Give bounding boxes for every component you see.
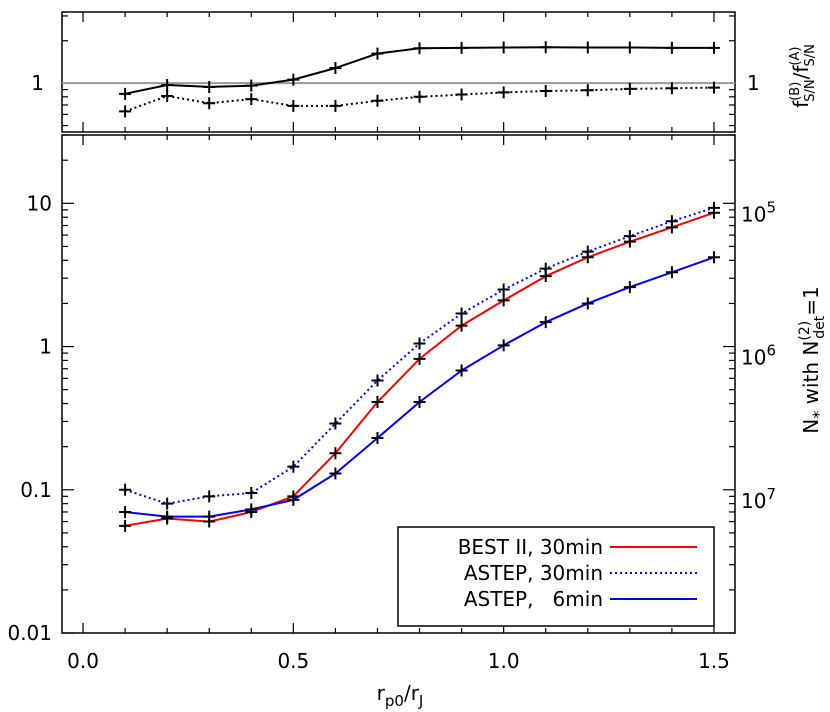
- legend-label-3: ASTEP, 6min: [464, 587, 603, 611]
- main-series-2-point: [665, 215, 678, 228]
- ratio-series-1-point: [287, 73, 300, 86]
- ratio-series-1-point: [581, 41, 594, 54]
- main-series-2-point: [581, 245, 594, 258]
- legend-box: [397, 526, 715, 627]
- ratio-series-1-point: [413, 42, 426, 55]
- main-plot-frame: [61, 134, 736, 634]
- ratio-series-2-point: [371, 94, 384, 107]
- y-tick-label: 10: [27, 191, 52, 215]
- main-series-2-point: [497, 283, 510, 296]
- main-series-1-point: [371, 396, 384, 409]
- main-series-2-point: [203, 490, 216, 503]
- main-series-2-point: [371, 374, 384, 387]
- main-series-3-point: [161, 510, 174, 523]
- ratio-series-2-point: [161, 90, 174, 103]
- x-axis-label: rp0/rJ: [377, 681, 424, 710]
- ratio-series-2-point: [581, 84, 594, 97]
- main-series-3-point: [623, 281, 636, 294]
- y-tick-label: 1: [39, 335, 52, 359]
- main-series-3-point: [455, 364, 468, 377]
- right-tick-label: 107: [741, 485, 776, 513]
- main-series-2-point: [119, 483, 132, 496]
- ratio-series-2-line: [124, 86, 715, 113]
- ratio-series-2-point: [623, 82, 636, 95]
- ratio-tick-label-right: 1: [747, 71, 760, 95]
- main-panel: 0.0 0.5 1.0 1.5 0.01 0.1 1 10 105 106 107: [7, 12, 776, 673]
- ratio-series-1-point: [371, 47, 384, 60]
- ratio-series-2-point: [665, 82, 678, 95]
- ratio-series-2-point: [455, 88, 468, 101]
- main-series-3-point: [707, 251, 720, 264]
- ratio-series-1-point: [329, 62, 342, 75]
- ratio-series-1-point: [665, 41, 678, 54]
- main-series-3-point: [497, 339, 510, 352]
- ratio-axis-label: f(B)S/N/f(A)S/N: [788, 44, 818, 108]
- main-series-3-point: [665, 266, 678, 279]
- ratio-series-2-point: [413, 90, 426, 103]
- ratio-series-1-point: [455, 41, 468, 54]
- main-series-1-point: [119, 519, 132, 532]
- main-series-1-point: [413, 352, 426, 365]
- main-series-2-point: [245, 486, 258, 499]
- main-series-2-point: [623, 230, 636, 243]
- x-tick-label: 1.5: [698, 649, 730, 673]
- ratio-series-1-point: [623, 41, 636, 54]
- main-series-2-point: [329, 417, 342, 430]
- y-tick-label: 0.01: [7, 621, 52, 645]
- ratio-series-2-point: [329, 99, 342, 112]
- ratio-series-2-point: [539, 84, 552, 97]
- x-tick-label: 0.5: [277, 649, 309, 673]
- main-series-2-point: [413, 337, 426, 350]
- axis-labels: rp0/rJ f(B)S/N/f(A)S/N N* with N(2)det=1: [377, 44, 828, 710]
- ratio-series-1-point: [119, 87, 132, 100]
- main-series-3-point: [245, 503, 258, 516]
- main-series-2-point: [455, 307, 468, 320]
- main-series-1-line: [124, 211, 715, 527]
- ratio-series-2-point: [203, 97, 216, 110]
- ratio-series-2-point: [707, 81, 720, 94]
- ratio-series-2-point: [287, 99, 300, 112]
- ratio-series-1-point: [539, 41, 552, 54]
- ratio-series-2-point: [497, 86, 510, 99]
- ratio-series-2-point: [119, 105, 132, 118]
- ratio-plot-frame: [61, 11, 736, 133]
- ratio-series-2-point: [245, 93, 258, 106]
- y-tick-label: 0.1: [20, 478, 52, 502]
- ratio-series-1-point: [497, 41, 510, 54]
- x-tick-label: 1.0: [488, 649, 520, 673]
- legend-label-2: ASTEP, 30min: [464, 561, 603, 585]
- legend-label-1: BEST II, 30min: [458, 535, 603, 559]
- x-tick-label: 0.0: [67, 649, 99, 673]
- right-tick-label: 105: [741, 198, 776, 226]
- main-series-3-point: [287, 493, 300, 506]
- right-tick-label: 106: [741, 342, 776, 370]
- main-series-3-point: [413, 396, 426, 409]
- main-series-3-point: [539, 316, 552, 329]
- main-series-2-point: [287, 460, 300, 473]
- main-series-1-point: [455, 319, 468, 332]
- nstar-axis-label: N* with N(2)det=1: [797, 286, 828, 433]
- main-series-2-point: [539, 262, 552, 275]
- main-series-3-line: [124, 256, 715, 518]
- ratio-series-1-point: [161, 79, 174, 92]
- main-series-2-point: [707, 201, 720, 214]
- main-series-3-point: [119, 505, 132, 518]
- ratio-series-1-point: [245, 79, 258, 92]
- ratio-series-1-point: [707, 41, 720, 54]
- main-series-3-point: [581, 297, 594, 310]
- main-series-1-point: [497, 294, 510, 307]
- main-series-3-point: [329, 467, 342, 480]
- main-series-1-point: [329, 447, 342, 460]
- main-series-3-point: [203, 510, 216, 523]
- ratio-tick-label: 1: [31, 71, 44, 95]
- main-series-2-point: [161, 497, 174, 510]
- main-series-3-point: [371, 431, 384, 444]
- ratio-series-1-point: [203, 80, 216, 93]
